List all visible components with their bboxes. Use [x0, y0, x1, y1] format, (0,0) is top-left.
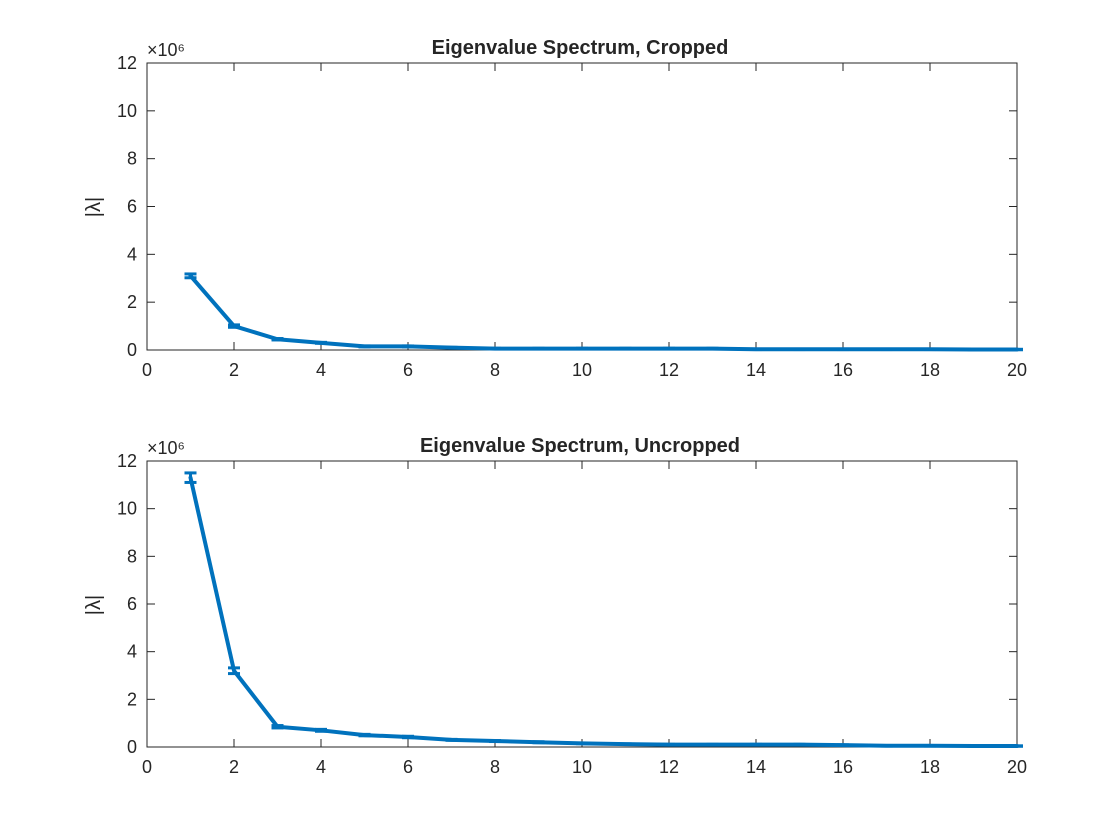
y-tick-label: 2 — [127, 292, 137, 312]
y-tick-label: 0 — [127, 340, 137, 360]
x-tick-label: 4 — [316, 757, 326, 777]
y-axis-multiplier: ×10⁶ — [147, 438, 185, 458]
y-axis-label: |λ| — [83, 595, 105, 615]
x-tick-label: 10 — [572, 360, 592, 380]
x-tick-label: 12 — [659, 360, 679, 380]
y-tick-label: 12 — [117, 451, 137, 471]
x-tick-label: 12 — [659, 757, 679, 777]
x-tick-label: 14 — [746, 360, 766, 380]
y-tick-label: 6 — [127, 197, 137, 217]
y-tick-label: 4 — [127, 642, 137, 662]
y-tick-label: 10 — [117, 101, 137, 121]
x-tick-label: 18 — [920, 757, 940, 777]
y-tick-label: 4 — [127, 244, 137, 264]
y-tick-label: 8 — [127, 149, 137, 169]
y-tick-label: 10 — [117, 499, 137, 519]
y-tick-label: 2 — [127, 689, 137, 709]
y-tick-label: 0 — [127, 737, 137, 757]
y-tick-label: 8 — [127, 546, 137, 566]
subplot-cropped: Eigenvalue Spectrum, Cropped ×10⁶ |λ| 0 2… — [83, 37, 1027, 380]
x-tick-label: 6 — [403, 360, 413, 380]
axes-box — [146, 62, 1018, 351]
x-tick-label: 0 — [142, 360, 152, 380]
x-tick-label: 2 — [229, 757, 239, 777]
y-axis-multiplier: ×10⁶ — [147, 40, 185, 60]
x-tick-label: 16 — [833, 360, 853, 380]
y-tick-label: 6 — [127, 594, 137, 614]
subplot-uncropped: Eigenvalue Spectrum, Uncropped ×10⁶ |λ| … — [83, 435, 1027, 777]
x-tick-label: 2 — [229, 360, 239, 380]
x-tick-label: 20 — [1007, 360, 1027, 380]
series-line — [188, 273, 1019, 352]
x-tick-label: 16 — [833, 757, 853, 777]
x-tick-label: 20 — [1007, 757, 1027, 777]
x-tick-label: 6 — [403, 757, 413, 777]
x-tick-label: 4 — [316, 360, 326, 380]
y-tick-label: 12 — [117, 53, 137, 73]
x-tick-label: 0 — [142, 757, 152, 777]
x-tick-label: 18 — [920, 360, 940, 380]
chart-title: Eigenvalue Spectrum, Cropped — [432, 37, 729, 59]
x-tick-label: 14 — [746, 757, 766, 777]
x-tick-label: 8 — [490, 360, 500, 380]
series-line — [188, 475, 1019, 749]
chart-title: Eigenvalue Spectrum, Uncropped — [420, 435, 740, 457]
axes-box — [146, 460, 1018, 748]
y-axis-label: |λ| — [83, 197, 105, 217]
x-tick-label: 10 — [572, 757, 592, 777]
x-tick-label: 8 — [490, 757, 500, 777]
